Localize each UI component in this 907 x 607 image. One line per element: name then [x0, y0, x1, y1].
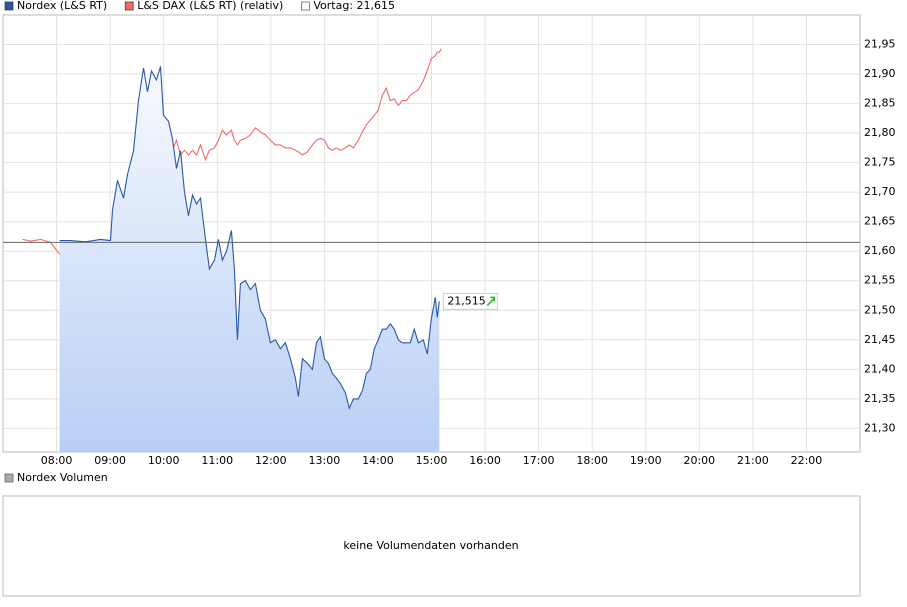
legend-swatch	[4, 1, 14, 11]
y-tick-label: 21,30	[864, 421, 896, 434]
area-shade	[59, 66, 440, 453]
legend-swatch	[4, 473, 14, 483]
trend-arrow	[486, 296, 496, 306]
x-tick-label: 22:00	[791, 454, 823, 467]
y-tick-label: 21,40	[864, 362, 896, 375]
y-tick-label: 21,75	[864, 156, 896, 169]
volume-area	[2, 495, 861, 597]
x-tick-label: 16:00	[469, 454, 501, 467]
series-line	[59, 66, 440, 410]
x-tick-label: 13:00	[309, 454, 341, 467]
legend-label: Nordex (L&S RT)	[17, 0, 107, 12]
y-tick-label: 21,60	[864, 244, 896, 257]
x-tick-label: 14:00	[362, 454, 394, 467]
no-data-message: keine Volumendaten vorhanden	[343, 539, 518, 552]
legend-label: Nordex Volumen	[17, 471, 108, 484]
x-tick-label: 08:00	[41, 454, 73, 467]
y-tick-label: 21,70	[864, 185, 896, 198]
y-tick-label: 21,65	[864, 215, 896, 228]
legend-swatch	[124, 1, 134, 11]
x-tick-label: 15:00	[416, 454, 448, 467]
x-tick-label: 10:00	[148, 454, 180, 467]
legend-label: L&S DAX (L&S RT) (relativ)	[137, 0, 283, 12]
y-tick-label: 21,45	[864, 333, 896, 346]
y-tick-label: 21,55	[864, 274, 896, 287]
y-tick-label: 21,95	[864, 38, 896, 51]
y-tick-label: 21,85	[864, 97, 896, 110]
y-tick-label: 21,50	[864, 303, 896, 316]
y-tick-label: 21,35	[864, 392, 896, 405]
x-tick-label: 18:00	[576, 454, 608, 467]
last-value-box	[442, 292, 498, 310]
x-tick-label: 19:00	[630, 454, 662, 467]
legend-label: Vortag: 21,615	[313, 0, 395, 12]
x-tick-label: 12:00	[255, 454, 287, 467]
y-tick-label: 21,90	[864, 67, 896, 80]
x-tick-label: 09:00	[94, 454, 126, 467]
last-value-label: 21,515	[447, 294, 486, 307]
y-tick-label: 21,80	[864, 126, 896, 139]
legend-swatch	[300, 1, 310, 11]
x-tick-label: 21:00	[737, 454, 769, 467]
x-tick-label: 11:00	[201, 454, 233, 467]
x-tick-label: 17:00	[523, 454, 555, 467]
x-tick-label: 20:00	[683, 454, 715, 467]
